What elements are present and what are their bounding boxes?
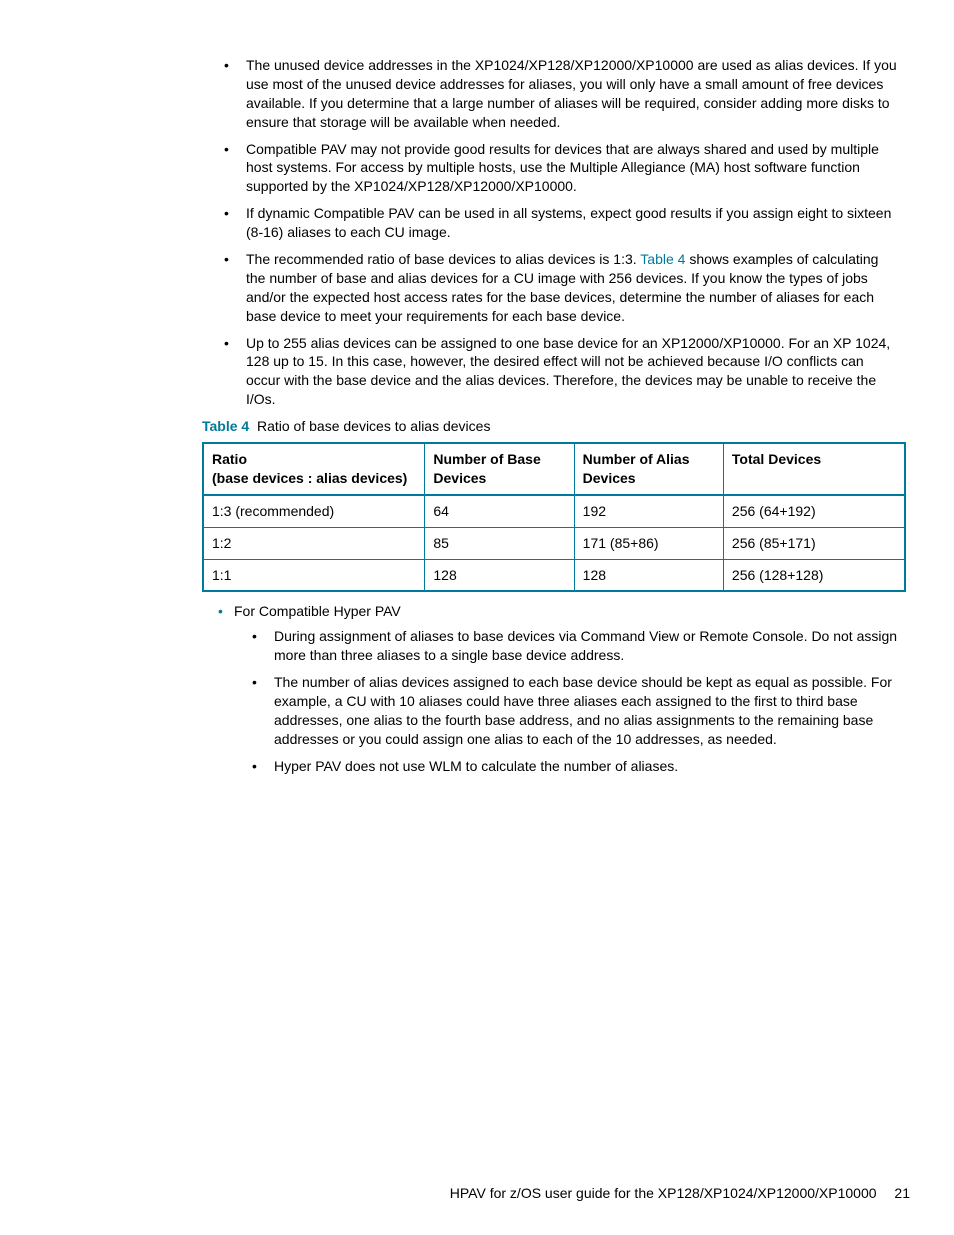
col-header-ratio: Ratio (base devices : alias devices) — [203, 443, 425, 495]
bullet-item: If dynamic Compatible PAV can be used in… — [218, 204, 898, 242]
page-footer: HPAV for z/OS user guide for the XP128/X… — [450, 1184, 910, 1203]
table-header-row: Ratio (base devices : alias devices) Num… — [203, 443, 905, 495]
bullet-text: Compatible PAV may not provide good resu… — [246, 141, 879, 195]
bullet-text: The number of alias devices assigned to … — [274, 674, 892, 747]
hyper-pav-list: During assignment of aliases to base dev… — [246, 627, 898, 775]
bullet-item: The number of alias devices assigned to … — [246, 673, 898, 749]
bullet-text: Hyper PAV does not use WLM to calculate … — [274, 758, 678, 774]
ratio-table: Ratio (base devices : alias devices) Num… — [202, 442, 906, 592]
bullet-text-pre: The recommended ratio of base devices to… — [246, 251, 640, 267]
cell-total: 256 (128+128) — [723, 559, 905, 591]
bullet-text: During assignment of aliases to base dev… — [274, 628, 897, 663]
cell-alias: 192 — [574, 495, 723, 527]
cell-total: 256 (64+192) — [723, 495, 905, 527]
col-header-alias: Number of Alias Devices — [574, 443, 723, 495]
table-row: 1:1 128 128 256 (128+128) — [203, 559, 905, 591]
table-row: 1:3 (recommended) 64 192 256 (64+192) — [203, 495, 905, 527]
cell-total: 256 (85+171) — [723, 527, 905, 559]
hyper-pav-title: For Compatible Hyper PAV — [234, 603, 401, 619]
cell-base: 64 — [425, 495, 574, 527]
table-caption-text: Ratio of base devices to alias devices — [257, 418, 490, 434]
bullet-text: The unused device addresses in the XP102… — [246, 57, 897, 130]
cell-ratio: 1:3 (recommended) — [203, 495, 425, 527]
page-number: 21 — [894, 1185, 910, 1201]
cell-base: 85 — [425, 527, 574, 559]
cell-ratio: 1:1 — [203, 559, 425, 591]
table-label: Table 4 — [202, 418, 249, 434]
cell-base: 128 — [425, 559, 574, 591]
bullet-text: Up to 255 alias devices can be assigned … — [246, 335, 890, 408]
col-header-base: Number of Base Devices — [425, 443, 574, 495]
col-header-total: Total Devices — [723, 443, 905, 495]
table-ref-link[interactable]: Table 4 — [640, 251, 685, 267]
hyper-pav-heading: For Compatible Hyper PAV — [218, 602, 918, 621]
table-caption: Table 4 Ratio of base devices to alias d… — [202, 417, 918, 436]
cell-ratio: 1:2 — [203, 527, 425, 559]
table-row: 1:2 85 171 (85+86) 256 (85+171) — [203, 527, 905, 559]
bullet-item: Compatible PAV may not provide good resu… — [218, 140, 898, 197]
top-bullet-list: The unused device addresses in the XP102… — [218, 56, 898, 409]
bullet-item: The recommended ratio of base devices to… — [218, 250, 898, 326]
bullet-item: Hyper PAV does not use WLM to calculate … — [246, 757, 898, 776]
bullet-item: The unused device addresses in the XP102… — [218, 56, 898, 132]
bullet-text: If dynamic Compatible PAV can be used in… — [246, 205, 891, 240]
bullet-item: During assignment of aliases to base dev… — [246, 627, 898, 665]
bullet-item: Up to 255 alias devices can be assigned … — [218, 334, 898, 410]
footer-text: HPAV for z/OS user guide for the XP128/X… — [450, 1185, 877, 1201]
cell-alias: 128 — [574, 559, 723, 591]
cell-alias: 171 (85+86) — [574, 527, 723, 559]
